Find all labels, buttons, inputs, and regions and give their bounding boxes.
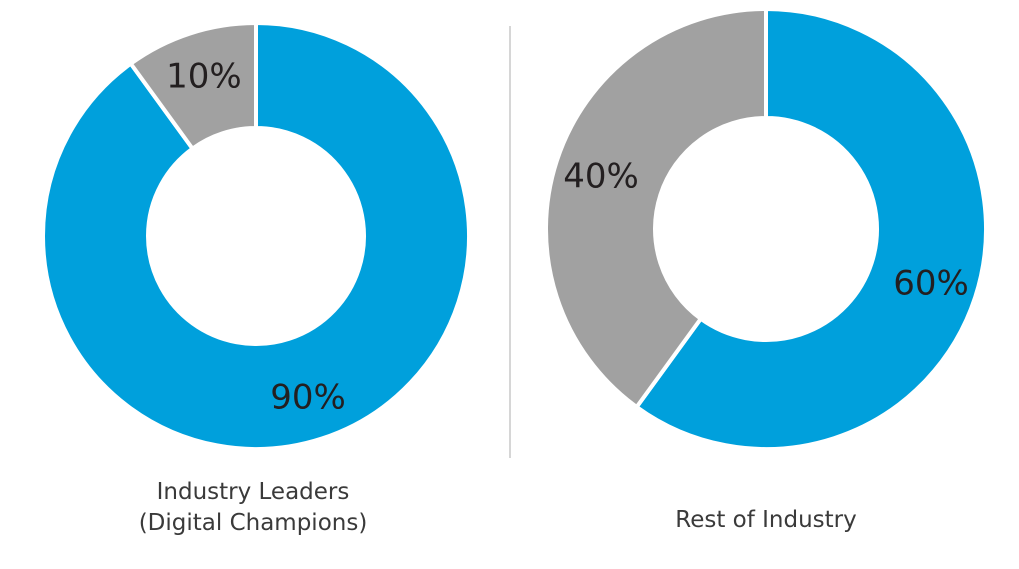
donut-slice-10 (128, 20, 258, 152)
donut-slice-40 (544, 6, 768, 410)
caption-rest-of-industry: Rest of Industry (675, 507, 857, 533)
caption-industry-leaders-line-1: Industry Leaders (157, 479, 350, 505)
donut-chart-rest-of-industry: 60% 40% (544, 6, 988, 451)
slice-label-60: 60% (893, 264, 969, 304)
slice-label-10: 10% (166, 57, 242, 97)
slice-label-40: 40% (563, 156, 639, 196)
caption-industry-leaders-line-2: (Digital Champions) (139, 510, 368, 536)
donut-slice-60 (633, 6, 988, 451)
slice-label-90: 90% (270, 377, 346, 417)
donut-slice-90 (41, 20, 471, 451)
donut-chart-industry-leaders: 90% 10% (41, 20, 471, 451)
